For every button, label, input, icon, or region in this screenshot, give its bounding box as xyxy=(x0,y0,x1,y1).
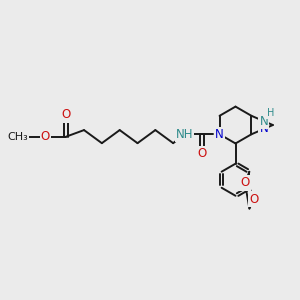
Text: N: N xyxy=(215,128,224,141)
Text: O: O xyxy=(61,108,71,122)
Text: NH: NH xyxy=(176,128,193,141)
Text: O: O xyxy=(197,147,206,160)
Text: O: O xyxy=(41,130,50,143)
Text: N: N xyxy=(260,115,268,128)
Text: O: O xyxy=(240,176,250,190)
Text: O: O xyxy=(249,193,259,206)
Text: H: H xyxy=(267,108,274,118)
Text: N: N xyxy=(260,122,268,135)
Text: CH₃: CH₃ xyxy=(7,132,28,142)
